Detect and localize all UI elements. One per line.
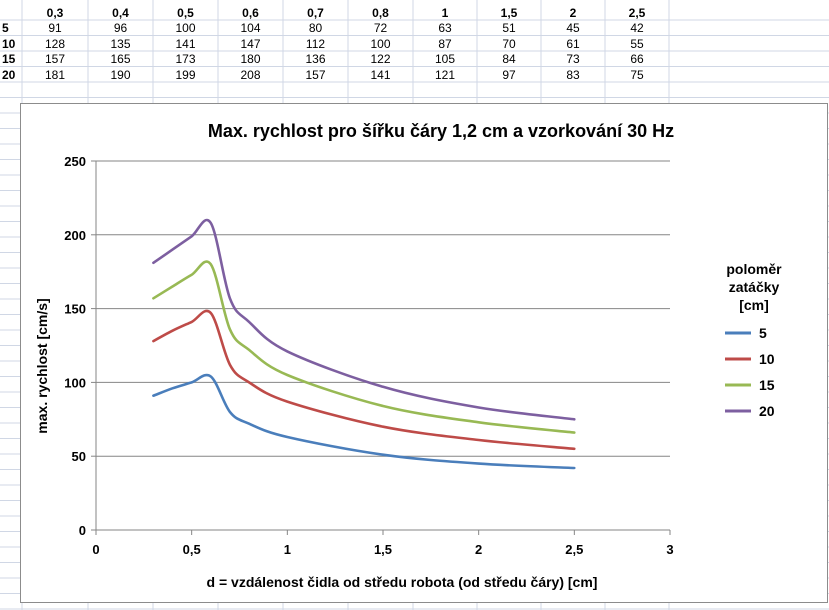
x-tick-label: 0 [92,542,99,557]
table-row: 15 157 165 173 180 136 122 105 84 73 66 [0,52,669,68]
y-tick-label: 0 [79,523,86,538]
table-cell[interactable]: 104 [240,21,261,36]
table-header-row: 0,3 0,4 0,5 0,6 0,7 0,8 1 1,5 2 2,5 [0,5,669,21]
x-tick-label: 1 [284,542,291,557]
row-label-cell[interactable]: 15 [2,52,16,67]
table-cell[interactable]: 42 [630,21,644,36]
table-row: 5 91 96 100 104 80 72 63 51 45 42 [0,21,669,37]
table-cell[interactable]: 190 [110,67,131,82]
table-cell[interactable]: 141 [370,67,391,82]
table-cell[interactable]: 73 [566,52,580,67]
y-axis-label: max. rychlost [cm/s] [34,298,50,433]
table-cell[interactable]: 91 [48,21,62,36]
table-cell[interactable]: 112 [305,36,326,51]
series-line-10 [152,309,576,451]
column-header-cell[interactable]: 0,3 [46,5,64,20]
legend-label-10: 10 [759,351,775,367]
x-tick-label: 2 [475,542,482,557]
table-cell[interactable]: 80 [308,21,323,36]
chart-title: Max. rychlost pro šířku čáry 1,2 cm a vz… [208,121,674,141]
y-tick-label: 50 [72,449,86,464]
row-label-cell[interactable]: 20 [2,67,16,82]
table-cell[interactable]: 105 [434,52,456,67]
table-cell[interactable]: 75 [630,67,644,82]
chart-area[interactable]: Max. rychlost pro šířku čáry 1,2 cm a vz… [20,103,828,603]
table-cell[interactable]: 100 [175,21,196,36]
table-cell[interactable]: 70 [502,36,516,51]
column-header-cell[interactable]: 2,5 [628,5,646,20]
table-cell[interactable]: 181 [44,67,66,82]
y-tick-label: 250 [64,154,86,169]
table-cell[interactable]: 96 [113,21,128,36]
table-cell[interactable]: 83 [566,67,580,82]
x-tick-label: 1,5 [374,542,392,557]
x-tick-label: 2,5 [565,542,583,557]
table-cell[interactable]: 136 [305,52,326,67]
table-cell[interactable]: 66 [630,52,644,67]
table-cell[interactable]: 122 [370,52,391,67]
table-cell[interactable]: 147 [240,36,261,51]
series-line-15 [152,260,576,434]
legend-title: zatáčky [729,279,780,295]
table-cell[interactable]: 97 [502,67,516,82]
table-cell[interactable]: 208 [240,67,261,82]
table-cell[interactable]: 100 [370,36,391,51]
table-cell[interactable]: 121 [434,67,456,82]
table-row: 20 181 190 199 208 157 141 121 97 83 75 [0,67,669,83]
column-header-cell[interactable]: 1,5 [500,5,518,20]
legend-title: [cm] [739,297,769,313]
x-axis-label: d = vzdálenost čidla od středu robota (o… [207,574,598,590]
table-row: 10 128 135 141 147 112 100 87 70 61 55 [0,36,669,52]
table-cell[interactable]: 128 [44,36,66,51]
table-cell[interactable]: 55 [630,36,644,51]
column-header-cell[interactable]: 2 [569,5,577,20]
legend-title: poloměr [726,261,782,277]
column-header-cell[interactable]: 0,4 [112,5,129,20]
table-cell[interactable]: 141 [175,36,196,51]
table-cell[interactable]: 84 [502,52,516,67]
column-header-cell[interactable]: 0,8 [372,5,389,20]
legend-label-15: 15 [759,377,775,393]
data-table: 0,3 0,4 0,5 0,6 0,7 0,8 1 1,5 2 2,5 5 91 96 100 104 80… [0,5,669,83]
table-cell[interactable]: 157 [44,52,66,67]
row-label-cell[interactable]: 5 [2,21,9,36]
line-chart: Max. rychlost pro šířku čáry 1,2 cm a vz… [34,121,782,590]
table-cell[interactable]: 45 [566,21,580,36]
y-tick-label: 100 [64,375,86,390]
table-cell[interactable]: 51 [502,21,516,36]
table-cell[interactable]: 63 [438,21,452,36]
table-cell[interactable]: 135 [110,36,131,51]
x-tick-label: 0,5 [183,542,201,557]
table-cell[interactable]: 199 [175,67,196,82]
column-header-cell[interactable]: 1 [441,5,449,20]
y-tick-label: 150 [64,302,86,317]
column-header-cell[interactable]: 0,6 [242,5,259,20]
legend-label-20: 20 [759,403,775,419]
row-label-cell[interactable]: 10 [2,36,16,51]
table-cell[interactable]: 87 [438,36,452,51]
table-cell[interactable]: 180 [240,52,261,67]
column-header-cell[interactable]: 0,5 [177,5,194,20]
legend: poloměr zatáčky [cm] 5 10 15 20 [725,261,782,419]
y-tick-label: 200 [64,228,86,243]
x-tick-label: 3 [666,542,673,557]
column-header-cell[interactable]: 0,7 [307,5,324,20]
table-cell[interactable]: 173 [175,52,196,67]
series-line-5 [152,373,576,470]
table-cell[interactable]: 165 [110,52,131,67]
legend-label-5: 5 [759,325,767,341]
table-cell[interactable]: 72 [373,21,388,36]
table-cell[interactable]: 61 [566,36,580,51]
table-cell[interactable]: 157 [305,67,326,82]
corner-cell[interactable] [0,5,22,21]
series-line-20 [152,218,576,421]
